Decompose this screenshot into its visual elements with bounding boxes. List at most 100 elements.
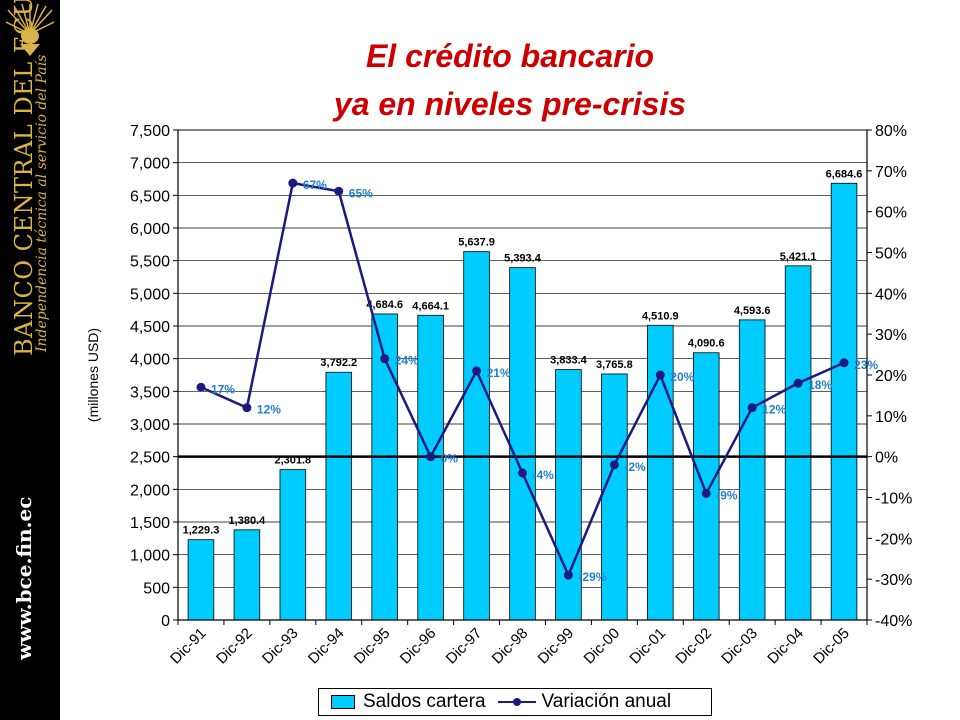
bar [784, 265, 812, 621]
variation-label: 23% [854, 358, 878, 372]
bar-value-label: 5,393.4 [504, 253, 542, 265]
legend-item-line: Variación anual [497, 691, 672, 713]
x-tick-label: Dic-95 [351, 625, 394, 668]
x-tick-label: Dic-94 [305, 625, 348, 668]
bar-value-label: 4,684.6 [366, 299, 403, 311]
sidebar: BANCO CENTRAL DEL ECUADOR Independencia … [0, 0, 60, 720]
y-tick-label: 4,000 [130, 352, 170, 369]
bar [187, 539, 215, 621]
y2-tick-label: 0% [875, 450, 898, 467]
slide-title-line1: El crédito bancario [365, 38, 655, 74]
variation-point [288, 178, 298, 188]
variation-point [609, 460, 619, 470]
variation-label: 17% [211, 382, 235, 396]
bar-value-label: 6,684.6 [826, 168, 863, 180]
bar [738, 319, 766, 621]
y-tick-label: 0 [161, 613, 170, 630]
variation-point [426, 452, 436, 462]
y-tick-label: 3,500 [130, 384, 170, 401]
variation-point [196, 382, 206, 392]
bar-value-label: 3,792.2 [320, 357, 357, 369]
bar-value-label: 5,421.1 [780, 251, 817, 263]
bar [463, 251, 490, 621]
legend-line-marker [497, 696, 536, 708]
variation-label: 65% [349, 186, 373, 200]
x-tick-label: Dic-03 [718, 625, 761, 668]
y-tick-label: 500 [143, 580, 170, 597]
y2-tick-label: 40% [875, 286, 907, 303]
y-tick-label: 2,000 [130, 482, 170, 499]
variation-label: 18% [808, 378, 832, 392]
variation-point [472, 366, 482, 376]
bar-value-label: 5,637.9 [458, 237, 495, 249]
y-tick-label: 5,500 [130, 254, 170, 271]
bar [830, 182, 858, 621]
x-tick-label: Dic-02 [672, 625, 715, 668]
bar [692, 352, 720, 621]
variation-point [747, 403, 757, 413]
variation-point [793, 378, 803, 388]
y2-tick-label: 20% [875, 368, 907, 385]
variation-point [655, 370, 665, 380]
x-tick-label: Dic-97 [443, 625, 486, 668]
x-tick-label: Dic-00 [581, 625, 624, 668]
y-tick-label: 7,000 [130, 156, 170, 173]
y-tick-label: 1,500 [130, 515, 170, 532]
variation-label: -2% [624, 460, 646, 474]
variation-label: -9% [716, 488, 738, 502]
legend-bar-swatch [331, 695, 355, 709]
variation-label: -4% [533, 468, 555, 482]
x-tick-label: Dic-92 [213, 625, 256, 668]
bar [601, 373, 628, 621]
y2-tick-label: 70% [875, 164, 907, 181]
variation-point [701, 488, 711, 498]
y2-tick-label: -40% [875, 613, 912, 630]
y-tick-label: 6,000 [130, 221, 170, 238]
variation-label: -29% [578, 570, 606, 584]
chart-legend: Saldos cartera Variación anual [318, 688, 712, 716]
combo-chart: 0 500 1,000 1,500 2,000 2,500 3,000 3,500 4,000 4… [85, 123, 912, 668]
variation-label: 12% [762, 403, 786, 417]
legend-bar-label: Saldos cartera [363, 691, 486, 712]
bar [647, 324, 674, 621]
variation-label: 67% [303, 178, 327, 192]
bar [509, 267, 536, 621]
bar-value-label: 4,593.6 [734, 305, 771, 317]
bar [325, 371, 353, 621]
bar-value-label: 4,664.1 [412, 300, 449, 312]
condor-emblem-icon [6, 4, 54, 56]
variation-point [563, 570, 573, 580]
variation-label: 20% [670, 370, 694, 384]
bar-value-label: 1,380.4 [229, 515, 267, 527]
bar-value-label: 3,765.8 [596, 359, 633, 371]
bar-value-label: 4,510.9 [642, 310, 679, 322]
bar [555, 369, 582, 621]
y-tick-label: 7,500 [130, 123, 170, 140]
bar [371, 313, 398, 621]
x-tick-label: Dic-04 [764, 625, 807, 668]
variation-point [334, 186, 344, 196]
y2-tick-label: -30% [875, 572, 912, 589]
y2-tick-label: 80% [875, 123, 907, 140]
legend-line-label: Variación anual [541, 691, 672, 712]
y-tick-label: 5,000 [130, 286, 170, 303]
variation-label: 0% [441, 452, 459, 466]
variation-label: 21% [487, 366, 511, 380]
variation-label: 12% [257, 403, 281, 417]
x-tick-label: Dic-99 [535, 625, 578, 668]
x-tick-label: Dic-91 [167, 625, 210, 668]
variation-point [380, 354, 390, 364]
y-tick-label: 1,000 [130, 548, 170, 565]
bank-tagline: Independencia técnica al servicio del Pa… [34, 54, 50, 352]
x-tick-label: Dic-98 [489, 625, 532, 668]
bar-value-label: 3,833.4 [550, 355, 588, 367]
bar [233, 529, 261, 621]
bar [417, 314, 444, 621]
y-axis-label: (millones USD) [85, 328, 101, 422]
legend-item-bars: Saldos cartera [331, 691, 486, 713]
y2-tick-label: 60% [875, 205, 907, 222]
variation-point [518, 468, 527, 478]
bar-value-label: 1,229.3 [183, 525, 220, 537]
y-tick-label: 6,500 [130, 188, 170, 205]
y2-tick-label: 50% [875, 246, 907, 263]
